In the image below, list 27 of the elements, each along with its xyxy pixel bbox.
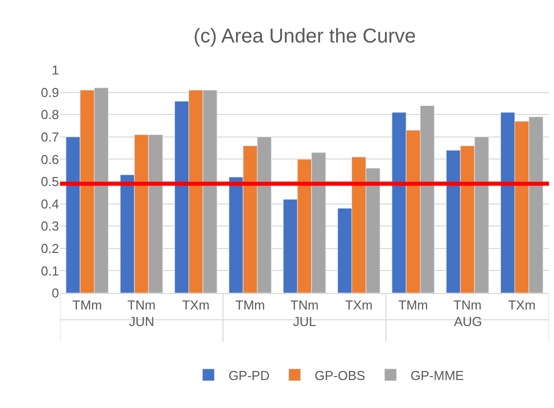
x-tick-label: TXm [182, 298, 210, 313]
y-tick-label: 1 [52, 62, 59, 78]
y-tick-label: 0.3 [40, 218, 59, 234]
y-tick-label: 0.6 [40, 152, 59, 167]
x-tick-label: TNm [127, 298, 156, 313]
legend-label: GP-OBS [314, 368, 366, 383]
x-tick-label: TXm [508, 298, 536, 313]
y-tick-label: 0.2 [40, 240, 59, 256]
x-tick-label: TMm [235, 298, 265, 313]
text: AUG [454, 314, 482, 329]
legend-label: GP-PD [228, 368, 270, 383]
y-tick-label: 0.5 [40, 174, 59, 190]
y-tick-label: 0.8 [40, 107, 59, 122]
chart-title: (c) Area Under the Curve [194, 26, 416, 48]
x-tick-label: TXm [345, 298, 373, 313]
text: JUN [129, 314, 154, 329]
x-tick-label: TNm [453, 298, 482, 313]
x-tick-label: TMm [72, 298, 102, 313]
y-tick-label: 0.9 [40, 84, 59, 100]
y-tick-label: 0.4 [40, 196, 59, 212]
x-tick-label: TNm [290, 298, 319, 313]
y-tick-label: 0.7 [40, 129, 59, 144]
x-tick-label: TMm [398, 298, 428, 313]
text: JUL [293, 314, 316, 329]
y-tick-label: 0 [52, 286, 59, 301]
legend-label: GP-MME [410, 368, 464, 383]
y-tick-label: 0.1 [40, 263, 59, 278]
